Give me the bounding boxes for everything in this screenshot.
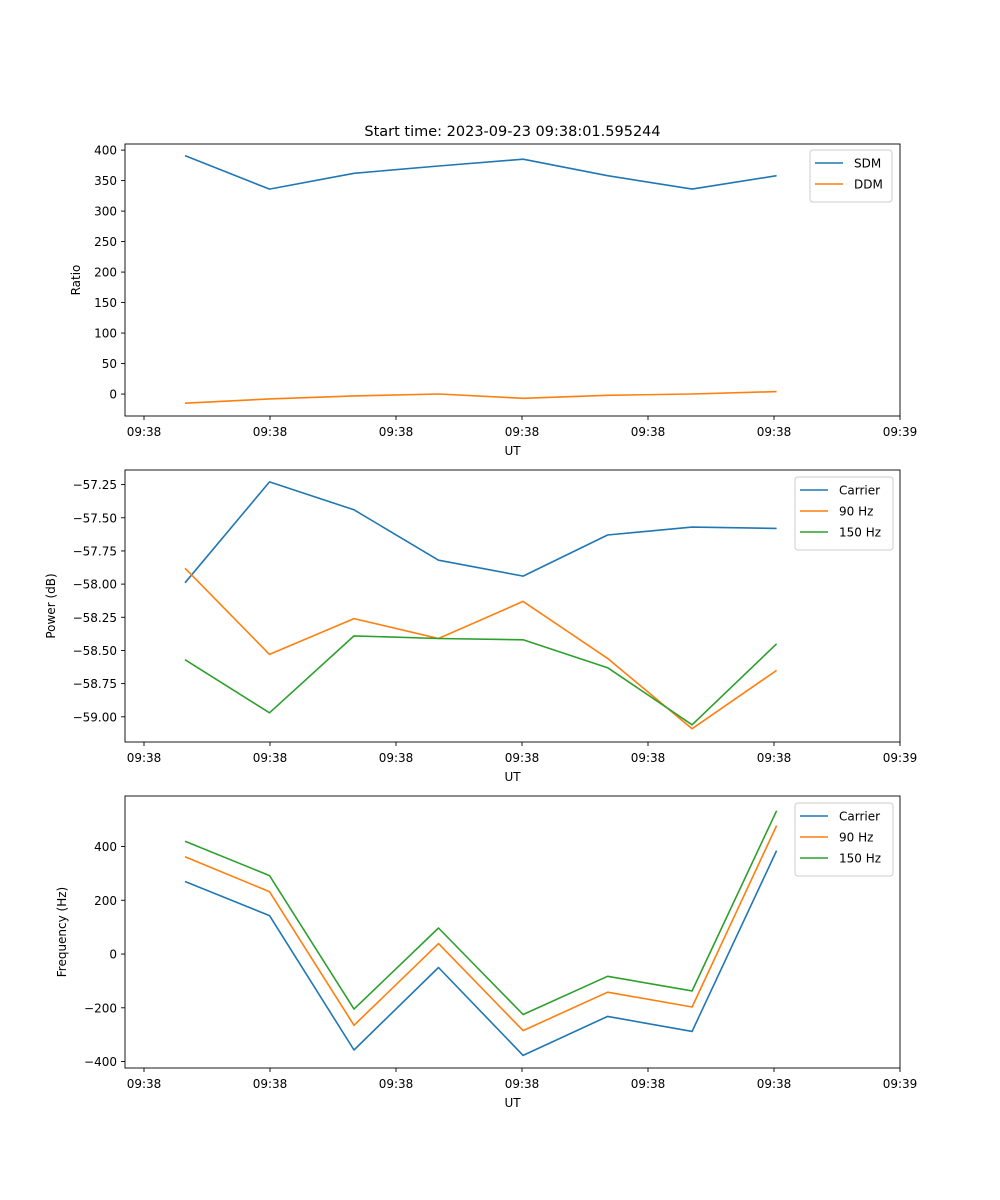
series-line-carrier xyxy=(184,481,777,584)
figure-title: Start time: 2023-09-23 09:38:01.595244 xyxy=(364,124,660,140)
legend-label: Carrier xyxy=(839,810,880,824)
legend-label: 150 Hz xyxy=(839,526,881,540)
x-tick-label: 09:38 xyxy=(127,751,162,765)
x-tick-label: 09:38 xyxy=(127,1077,162,1091)
y-tick-label: 0 xyxy=(109,948,117,962)
y-tick-label: 150 xyxy=(94,296,117,310)
x-tick-label: 09:38 xyxy=(631,751,666,765)
legend-label: 90 Hz xyxy=(839,505,873,519)
x-tick-label: 09:38 xyxy=(379,425,414,439)
x-tick-label: 09:38 xyxy=(127,425,162,439)
x-axis-label: UT xyxy=(504,770,521,784)
series-line-carrier xyxy=(184,850,778,1057)
y-tick-label: 200 xyxy=(94,894,117,908)
x-tick-label: 09:39 xyxy=(883,1077,918,1091)
x-tick-label: 09:39 xyxy=(883,751,918,765)
legend: Carrier 90 Hz 150 Hz xyxy=(794,802,894,877)
subplot-1: 400 350 300 250 200 150 100 50 0 09:38 09:38 09:38 0… xyxy=(69,143,918,458)
series-line-150-hz xyxy=(184,635,778,726)
legend-label: DDM xyxy=(854,178,883,192)
y-tick-label: 400 xyxy=(94,840,117,854)
x-tick-label: 09:38 xyxy=(253,1077,288,1091)
legend: Carrier 90 Hz 150 Hz xyxy=(794,476,894,551)
legend: SDM DDM xyxy=(809,149,893,203)
y-tick-label: −58.75 xyxy=(73,677,117,691)
y-tick-label: 350 xyxy=(94,174,117,188)
legend-label: 150 Hz xyxy=(839,852,881,866)
series-line-ddm xyxy=(184,390,777,404)
y-tick-label: 0 xyxy=(109,388,117,402)
x-tick-label: 09:38 xyxy=(505,425,540,439)
x-tick-label: 09:38 xyxy=(505,1077,540,1091)
y-axis-label: Frequency (Hz) xyxy=(55,887,69,978)
y-tick-label: −57.25 xyxy=(73,478,117,492)
y-tick-label: 250 xyxy=(94,235,117,249)
y-tick-label: 400 xyxy=(94,144,117,158)
y-axis-label: Ratio xyxy=(69,265,83,296)
x-tick-label: 09:38 xyxy=(757,1077,792,1091)
series-line-90-hz xyxy=(184,567,778,730)
legend-label: Carrier xyxy=(839,484,880,498)
y-tick-label: −57.75 xyxy=(73,544,117,558)
subplot-3: 400 200 0 −200 −400 09:38 09:38 09:38 09:38 09:38… xyxy=(55,795,918,1110)
y-tick-label: −58.00 xyxy=(73,578,117,592)
y-tick-label: 200 xyxy=(94,266,117,280)
y-tick-label: 100 xyxy=(94,327,117,341)
axes-frame xyxy=(124,143,901,417)
x-tick-label: 09:38 xyxy=(631,1077,666,1091)
y-axis-label: Power (dB) xyxy=(44,573,58,638)
x-tick-label: 09:38 xyxy=(757,425,792,439)
x-tick-label: 09:38 xyxy=(505,751,540,765)
y-tick-label: −400 xyxy=(84,1055,117,1069)
x-tick-label: 09:38 xyxy=(253,751,288,765)
subplot-2: −57.25 −57.50 −57.75 −58.00 −58.25 −58.50 −58.… xyxy=(44,469,918,784)
y-tick-label: 50 xyxy=(102,357,117,371)
y-tick-label: −57.50 xyxy=(73,511,117,525)
legend-label: 90 Hz xyxy=(839,831,873,845)
axes-frame xyxy=(124,469,901,743)
series-line-150-hz xyxy=(184,810,778,1016)
x-tick-label: 09:39 xyxy=(883,425,918,439)
series-line-90-hz xyxy=(184,825,778,1032)
x-tick-label: 09:38 xyxy=(631,425,666,439)
x-tick-label: 09:38 xyxy=(379,1077,414,1091)
series-line-sdm xyxy=(184,154,777,190)
y-tick-label: −200 xyxy=(84,1001,117,1015)
y-tick-label: 300 xyxy=(94,205,117,219)
y-tick-label: −59.00 xyxy=(73,710,117,724)
axes-frame xyxy=(124,795,901,1069)
x-tick-label: 09:38 xyxy=(253,425,288,439)
y-tick-label: −58.25 xyxy=(73,611,117,625)
y-tick-label: −58.50 xyxy=(73,644,117,658)
x-tick-label: 09:38 xyxy=(379,751,414,765)
x-axis-label: UT xyxy=(504,1096,521,1110)
x-tick-label: 09:38 xyxy=(757,751,792,765)
legend-label: SDM xyxy=(854,157,881,171)
x-axis-label: UT xyxy=(504,444,521,458)
